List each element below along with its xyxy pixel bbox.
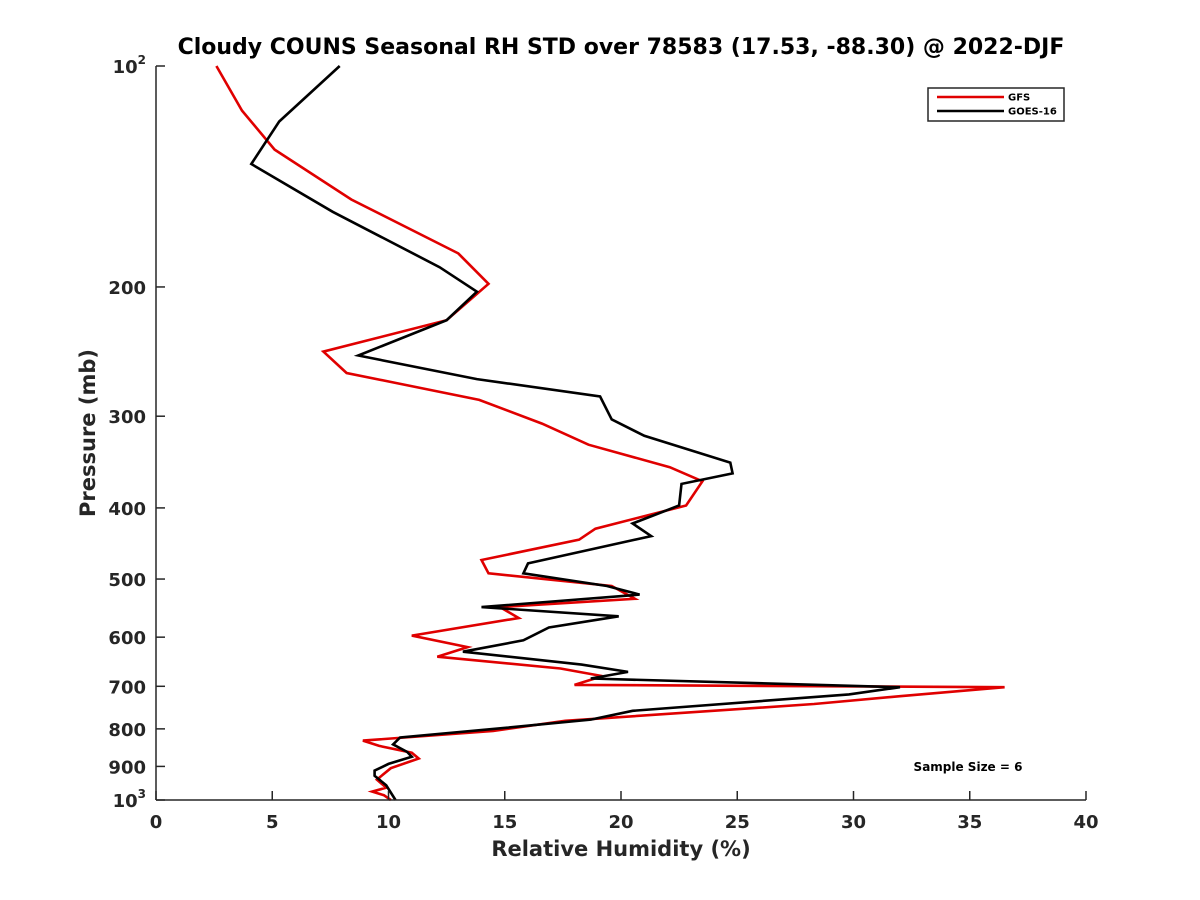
y-axis-label: Pressure (mb) xyxy=(76,349,100,517)
y-tick-label: 600 xyxy=(108,628,146,649)
legend-box xyxy=(927,87,1065,122)
x-axis-label: Relative Humidity (%) xyxy=(491,837,750,861)
x-tick-label: 10 xyxy=(376,812,401,833)
y-tick-label: 500 xyxy=(108,570,146,591)
x-tick-label: 35 xyxy=(957,812,982,833)
legend: GFS GOES-16 xyxy=(927,87,1065,122)
y-tick-label: 200 xyxy=(108,278,146,299)
plot-area xyxy=(215,65,1005,802)
y-tick-label: 900 xyxy=(108,757,146,778)
legend-label-goes-16: GOES-16 xyxy=(1008,107,1057,118)
y-tick-label: 102 xyxy=(113,53,146,78)
x-tick-label: 20 xyxy=(608,812,633,833)
x-tick-label: 15 xyxy=(492,812,517,833)
y-tick-label: 800 xyxy=(108,720,146,741)
y-tick-label: 700 xyxy=(108,677,146,698)
x-tick-label: 5 xyxy=(266,812,279,833)
x-tick-label: 40 xyxy=(1073,812,1098,833)
x-tick-label: 25 xyxy=(725,812,750,833)
y-tick-label: 300 xyxy=(108,407,146,428)
series-line-gfs xyxy=(215,65,1005,802)
x-tick-label: 0 xyxy=(150,812,163,833)
legend-label-gfs: GFS xyxy=(1008,93,1030,104)
series-line-goes-16 xyxy=(249,65,901,801)
y-tick-label: 103 xyxy=(113,787,146,812)
x-tick-label: 30 xyxy=(841,812,866,833)
axes: 0 5 10 15 20 25 30 35 40 102 200 300 400 500 600 700 800… xyxy=(108,53,1098,833)
sample-size-annotation: Sample Size = 6 xyxy=(914,760,1023,774)
y-tick-label: 400 xyxy=(108,499,146,520)
chart-title: Cloudy COUNS Seasonal RH STD over 78583 … xyxy=(178,35,1065,60)
